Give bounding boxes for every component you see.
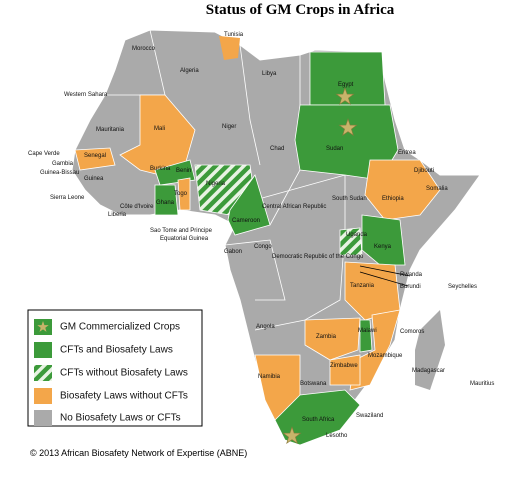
country-label: Guinea: [84, 176, 104, 182]
legend-label: CFTs without Biosafety Laws: [60, 368, 188, 379]
country-label: Swaziland: [356, 413, 383, 419]
country-label: Tanzania: [350, 283, 375, 289]
map-title: Status of GM Crops in Africa: [206, 2, 395, 18]
country-label: Nigeria: [206, 181, 226, 187]
country-label: Seychelles: [448, 284, 477, 290]
country-label: Botswana: [300, 381, 327, 387]
country-label: Uganda: [346, 232, 368, 238]
stars: [282, 87, 358, 445]
country-label: Togo: [174, 191, 188, 197]
country-label: Mali: [154, 126, 165, 132]
country-label: Equatorial Guinea: [160, 236, 209, 242]
country-label: Gabon: [224, 249, 242, 255]
country-label: Gambia: [52, 161, 74, 167]
country-label: Benin: [176, 168, 191, 174]
country-label: Senegal: [84, 153, 106, 159]
country-label: Mozambique: [368, 353, 403, 359]
country-label: Democratic Republic of the Congo: [272, 254, 364, 260]
country-shapes: [74, 51, 441, 446]
country-label: Niger: [222, 124, 236, 130]
country-label: Mauritania: [96, 127, 125, 133]
country-label: Comoros: [400, 329, 424, 335]
country-label: Liberia: [108, 212, 127, 218]
country-label: Sierra Leone: [50, 195, 85, 201]
country-label: Morocco: [132, 46, 156, 52]
legend-label: GM Commercialized Crops: [60, 322, 180, 333]
country-label: Djibouti: [414, 168, 434, 174]
country-label: Algeria: [180, 68, 199, 74]
country-label: Libya: [262, 71, 277, 77]
country-label: Angola: [256, 324, 275, 330]
country-label: Madagascar: [412, 368, 445, 374]
legend-label: No Biosafety Laws or CFTs: [60, 413, 181, 424]
country-label: Somalia: [426, 186, 448, 192]
country-label: Lesotho: [326, 433, 348, 439]
country-label: Cameroon: [232, 218, 260, 224]
country-label: Mauritius: [470, 381, 494, 387]
country-label: Sudan: [326, 146, 343, 152]
country-label: Central African Republic: [262, 204, 326, 210]
country-label: Sao Tome and Principe: [150, 228, 213, 234]
country-label: South Africa: [302, 417, 335, 423]
legend-label: Biosafety Laws without CFTs: [60, 391, 188, 402]
country-label: Egypt: [338, 82, 354, 88]
country-label: Ethiopia: [382, 196, 404, 202]
country-labels: Tunisia Morocco Algeria Libya Egypt Western S…: [28, 32, 494, 439]
country-label: Zimbabwe: [330, 363, 358, 369]
country-label: Western Sahara: [64, 92, 108, 98]
country-label: Zambia: [316, 334, 337, 340]
country-label: Tunisia: [224, 32, 244, 38]
country-label: Burkina: [150, 166, 171, 172]
country-label: Kenya: [374, 244, 392, 250]
legend: GM Commercialized Crops CFTs and Biosafe…: [27, 309, 203, 427]
country-label: Congo: [254, 244, 272, 250]
country-label: Guinea-Bissau: [40, 170, 79, 176]
country-label: Ghana: [156, 200, 175, 206]
country-label: Eritrea: [398, 150, 416, 156]
legend-label: CFTs and Biosafety Laws: [60, 345, 173, 356]
copyright: © 2013 African Biosafety Network of Expe…: [30, 448, 247, 458]
country-label: Burundi: [400, 284, 421, 290]
country-label: Cape Verde: [28, 151, 60, 157]
country-label: Malawi: [358, 328, 377, 334]
country-label: South Sudan: [332, 196, 367, 202]
country-label: Rwanda: [400, 272, 423, 278]
country-label: Côte d'Ivoire: [120, 204, 154, 210]
country-label: Namibia: [258, 374, 281, 380]
country-label: Chad: [270, 146, 284, 152]
